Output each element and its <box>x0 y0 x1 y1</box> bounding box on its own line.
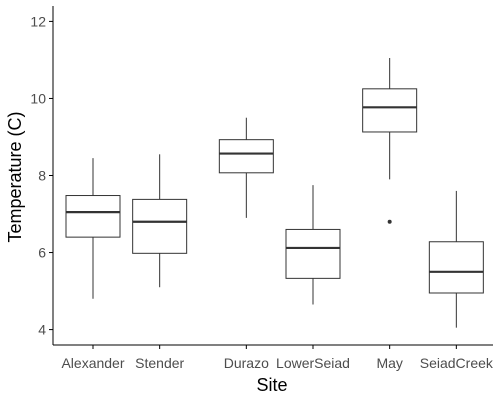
y-tick-label-6: 6 <box>38 245 46 261</box>
iqr-box-stender <box>132 198 188 254</box>
x-tick-label-stender: Stender <box>135 355 184 371</box>
x-tick-label-may: May <box>376 355 402 371</box>
outlier-point-may-0 <box>387 219 392 224</box>
box-alexander <box>65 158 121 299</box>
iqr-box-lowerseiad <box>285 228 341 279</box>
iqr-box-durazo <box>218 139 274 174</box>
box-may <box>362 58 418 224</box>
axes-layer: Alexander Stender Durazo LowerSeiad May Seiad… <box>30 6 494 371</box>
iqr-box-seiadcreek <box>428 241 484 294</box>
iqr-box-may <box>362 88 418 133</box>
box-lowerseiad <box>285 185 341 305</box>
y-tick-label-4: 4 <box>38 322 46 338</box>
x-tick-label-lowerseiad: LowerSeiad <box>276 355 350 371</box>
x-tick-label-seiadcreek: SeiadCreek <box>420 355 494 371</box>
iqr-box-alexander <box>65 195 121 238</box>
boxes-layer <box>65 58 484 328</box>
y-tick-label-12: 12 <box>30 13 46 29</box>
x-tick-label-alexander: Alexander <box>61 355 124 371</box>
x-tick-label-durazo: Durazo <box>224 355 269 371</box>
y-tick-label-10: 10 <box>30 90 46 106</box>
y-axis-title: Temperature (C) <box>5 111 25 242</box>
box-durazo <box>218 117 274 218</box>
x-axis-title: Site <box>256 375 287 395</box>
y-tick-label-8: 8 <box>38 168 46 184</box>
box-seiadcreek <box>428 190 484 328</box>
box-stender <box>132 154 188 288</box>
